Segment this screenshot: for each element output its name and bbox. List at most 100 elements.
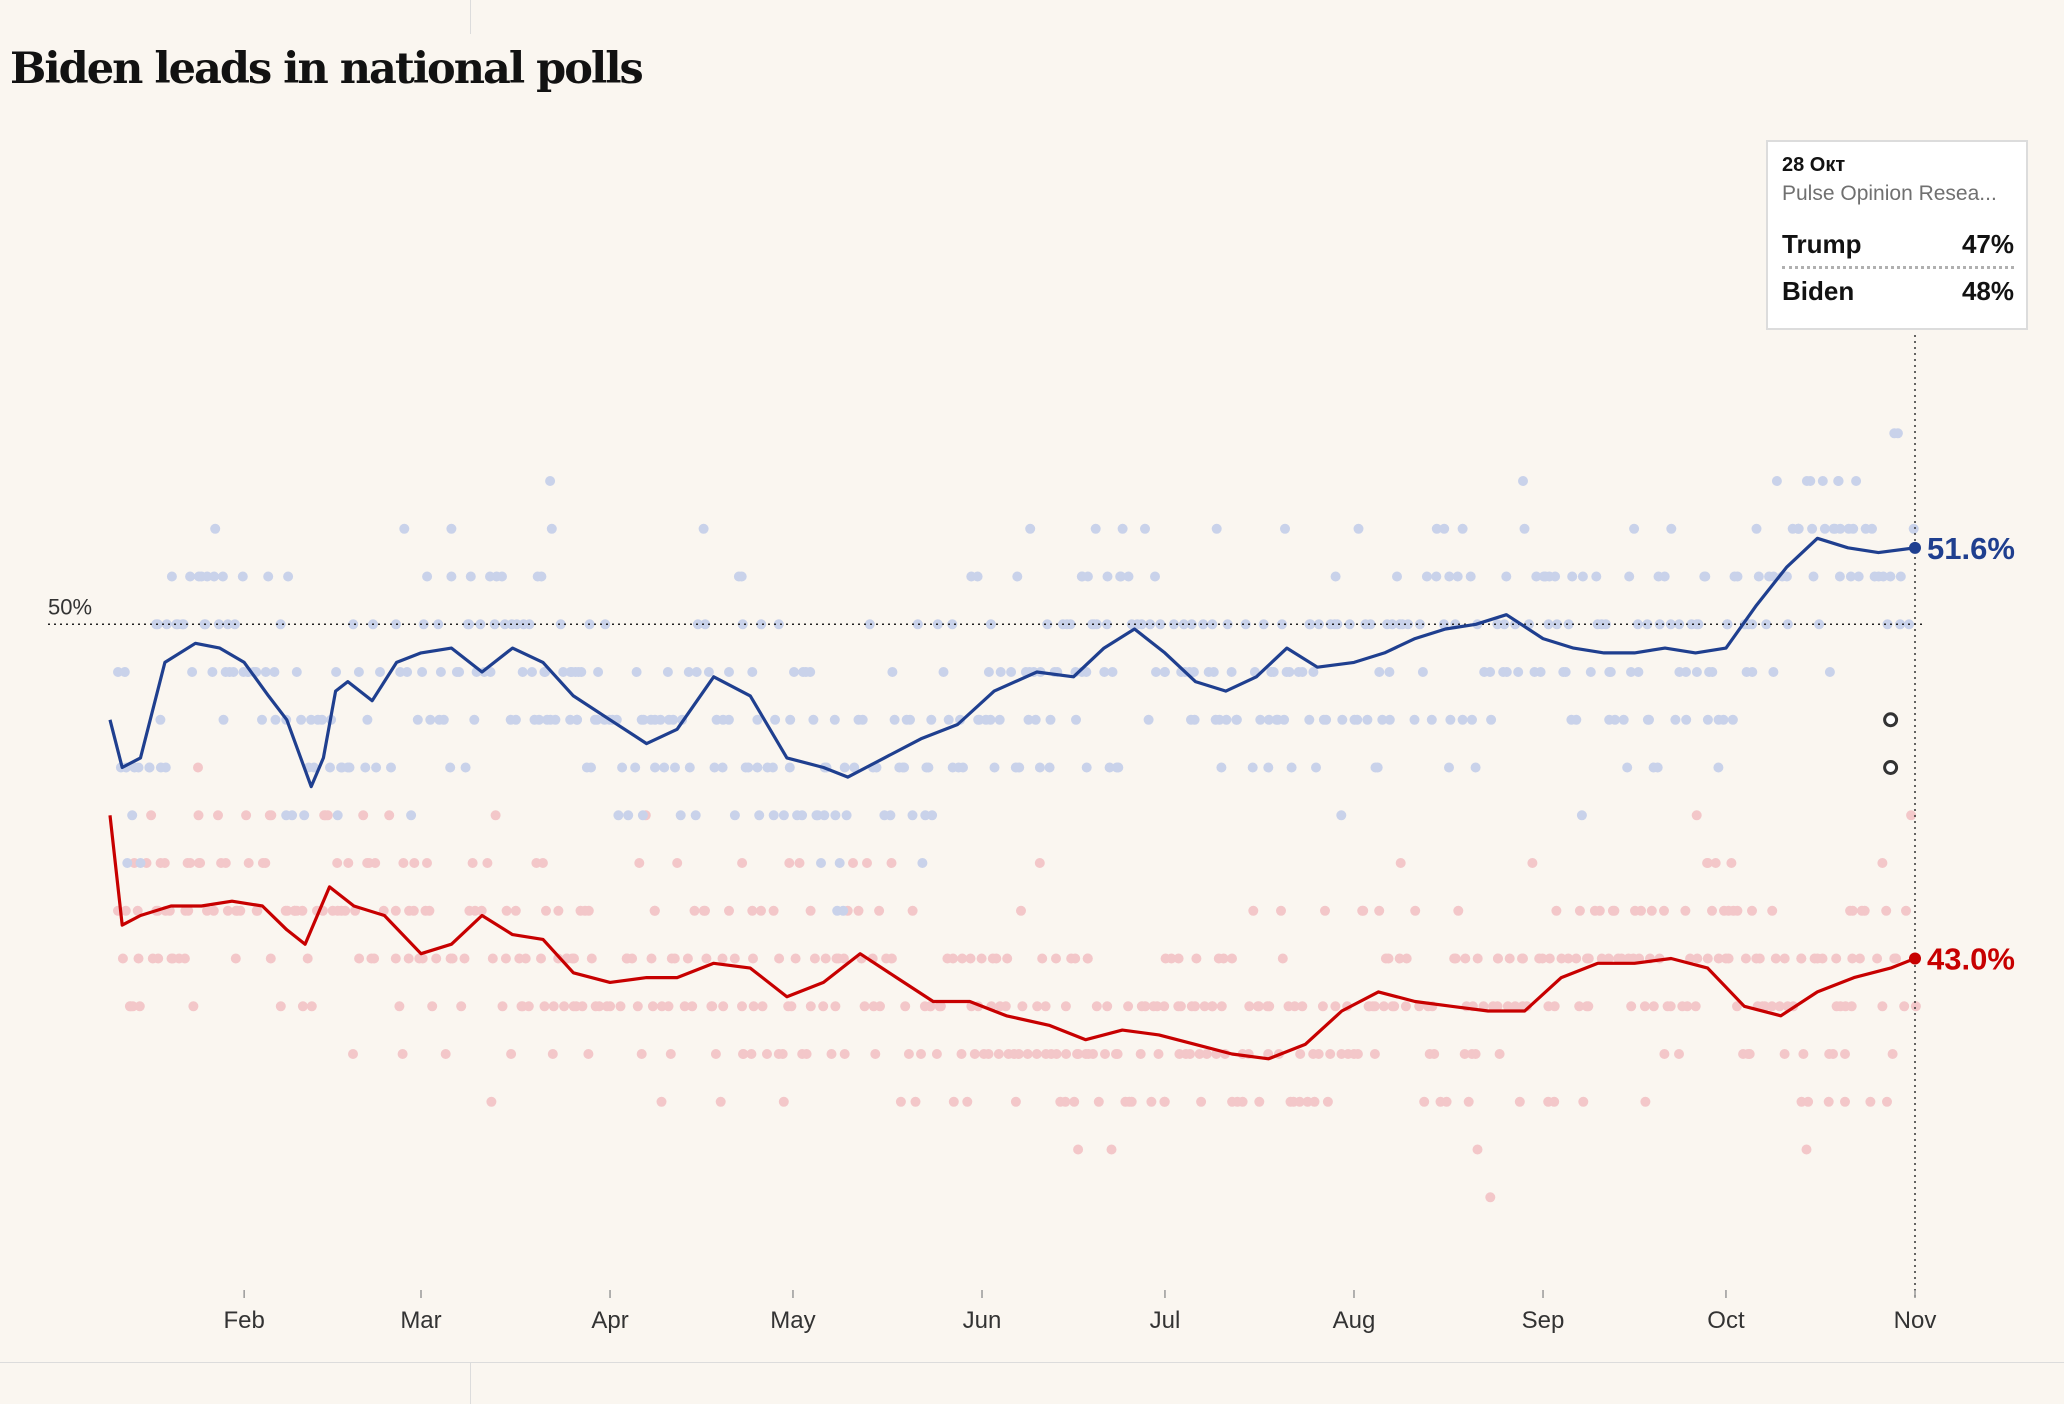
biden-poll-dot: [299, 810, 310, 821]
biden-poll-dot: [912, 619, 923, 630]
trump-poll-dot: [907, 905, 918, 916]
trump-poll-dot: [440, 1049, 451, 1059]
biden-poll-dot: [1486, 714, 1497, 725]
biden-poll-dot: [1652, 762, 1663, 773]
trump-poll-dot: [1674, 1049, 1684, 1059]
biden-poll-dot: [1666, 523, 1677, 534]
trump-poll-dot: [805, 905, 816, 916]
biden-poll-dot: [752, 714, 763, 725]
biden-poll-dot: [1681, 667, 1691, 677]
biden-poll-dot: [897, 762, 908, 773]
trump-poll-dot: [1882, 1096, 1892, 1107]
biden-poll-dot: [386, 762, 396, 773]
trump-poll-dot: [965, 953, 976, 964]
trump-poll-dot: [265, 953, 276, 964]
biden-poll-dot: [435, 667, 446, 677]
biden-poll-dot: [332, 810, 343, 821]
biden-poll-dot: [1409, 714, 1420, 725]
biden-poll-dot: [1090, 523, 1101, 534]
hover-tooltip: 28 Окт Pulse Opinion Resea... Trump 47% …: [1766, 140, 2028, 330]
biden-poll-dot: [737, 619, 748, 630]
biden-poll-dot: [811, 810, 822, 821]
trump-poll-dot: [1330, 1001, 1341, 1012]
trump-poll-dot: [886, 953, 897, 964]
biden-poll-dot: [773, 619, 784, 630]
highlighted-poll-mark-1[interactable]: [1883, 760, 1899, 775]
biden-poll-dot: [1377, 714, 1388, 725]
biden-poll-dot: [1782, 619, 1793, 630]
x-tick-label: Feb: [223, 1307, 264, 1334]
trump-poll-dot: [1000, 1001, 1011, 1012]
trump-poll-dot: [1061, 1049, 1072, 1059]
biden-poll-dot: [510, 714, 521, 725]
trump-poll-dot: [1254, 1096, 1265, 1107]
top-divider: [470, 0, 471, 34]
biden-poll-dot: [921, 762, 932, 773]
biden-poll-dot: [1567, 571, 1578, 582]
biden-poll-dot: [1082, 571, 1093, 582]
biden-poll-dot: [600, 619, 611, 630]
trump-poll-dot: [1720, 953, 1731, 964]
biden-poll-dot: [1155, 619, 1166, 630]
trump-poll-dot: [717, 953, 728, 964]
biden-poll-dot: [1081, 762, 1092, 773]
highlighted-poll-mark-2[interactable]: [1883, 712, 1899, 728]
biden-poll-dot: [1642, 619, 1653, 630]
trump-poll-dot: [1544, 953, 1555, 964]
trump-trend-line[interactable]: [108, 815, 1916, 1061]
trump-poll-dot: [1767, 905, 1778, 916]
biden-poll-dot: [1691, 619, 1702, 630]
biden-poll-dot: [1848, 523, 1859, 534]
trump-poll-dot: [1563, 953, 1574, 964]
trump-poll-dot: [520, 953, 531, 964]
trump-poll-dot: [665, 1049, 676, 1059]
trump-poll-dot: [910, 1096, 921, 1107]
biden-poll-dot: [1485, 667, 1496, 677]
trump-poll-dot: [193, 810, 204, 821]
trump-poll-dot: [991, 953, 1002, 964]
trump-poll-dot: [594, 1001, 605, 1012]
biden-trend-line[interactable]: [108, 536, 1916, 789]
biden-poll-dot: [1353, 523, 1364, 534]
trump-poll-dot: [1051, 953, 1061, 964]
trump-poll-dot: [875, 1001, 885, 1012]
trump-poll-dot: [1073, 1049, 1084, 1059]
biden-poll-dot: [1817, 476, 1828, 486]
trump-poll-dot: [1770, 953, 1781, 964]
trump-poll-dot: [1823, 1096, 1834, 1107]
biden-poll-dot: [1231, 714, 1242, 725]
trump-poll-dot: [459, 953, 470, 964]
biden-poll-dot: [1311, 762, 1321, 773]
trump-poll-dot: [1690, 1001, 1701, 1012]
trump-poll-dot: [784, 858, 795, 868]
biden-poll-dot: [698, 523, 709, 534]
trump-poll-dot: [649, 905, 660, 916]
trump-poll-dot: [476, 905, 487, 916]
trump-poll-dot: [993, 1049, 1004, 1059]
biden-poll-dot: [1768, 667, 1779, 677]
biden-poll-dot: [399, 523, 410, 534]
chart-title: Biden leads in national polls: [10, 44, 644, 94]
biden-poll-dot: [263, 571, 274, 582]
trump-poll-dot: [1901, 905, 1911, 916]
biden-poll-dot: [1563, 619, 1574, 630]
biden-poll-dot: [1793, 523, 1804, 534]
trump-poll-dot: [1846, 1001, 1857, 1012]
trump-poll-dot: [809, 953, 820, 964]
biden-poll-dot: [1707, 667, 1718, 677]
trump-poll-dot: [1779, 1049, 1790, 1059]
trump-poll-dot: [1859, 905, 1870, 916]
trump-poll-dot: [1603, 953, 1614, 964]
trump-poll-dot: [1646, 905, 1657, 916]
trump-poll-dot: [1877, 858, 1888, 868]
biden-poll-dot: [1025, 523, 1036, 534]
biden-poll-dot: [1467, 714, 1477, 725]
biden-poll-dot: [1384, 667, 1395, 677]
trump-poll-dot: [1297, 1001, 1308, 1012]
biden-poll-dot: [717, 762, 728, 773]
trump-poll-dot: [343, 858, 354, 868]
biden-poll-dot: [1123, 571, 1134, 582]
trump-poll-dot: [1692, 953, 1703, 964]
trump-poll-dot: [1313, 1049, 1324, 1059]
